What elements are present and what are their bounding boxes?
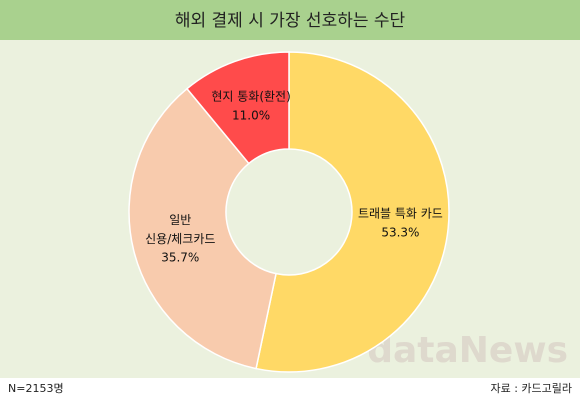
source: 자료 : 카드고릴라 xyxy=(490,382,572,395)
value-label: 35.7% xyxy=(161,250,199,264)
slice-label: 현지 통화(환전) xyxy=(211,90,290,104)
sample-note: N=2153명 xyxy=(8,382,64,395)
value-label: 11.0% xyxy=(232,109,270,123)
value-label: 53.3% xyxy=(381,226,419,240)
watermark: dataNews xyxy=(367,330,568,371)
slice-label: 트래블 특화 카드 xyxy=(358,207,443,221)
title-bar xyxy=(0,0,580,40)
donut-slice xyxy=(255,51,450,373)
chart-title: 해외 결제 시 가장 선호하는 수단 xyxy=(175,11,406,31)
donut-slice xyxy=(128,87,277,370)
slice-label-line: 일반 xyxy=(169,212,191,226)
slice-label-line: 신용/체크카드 xyxy=(145,231,215,245)
donut-slice xyxy=(185,51,290,165)
